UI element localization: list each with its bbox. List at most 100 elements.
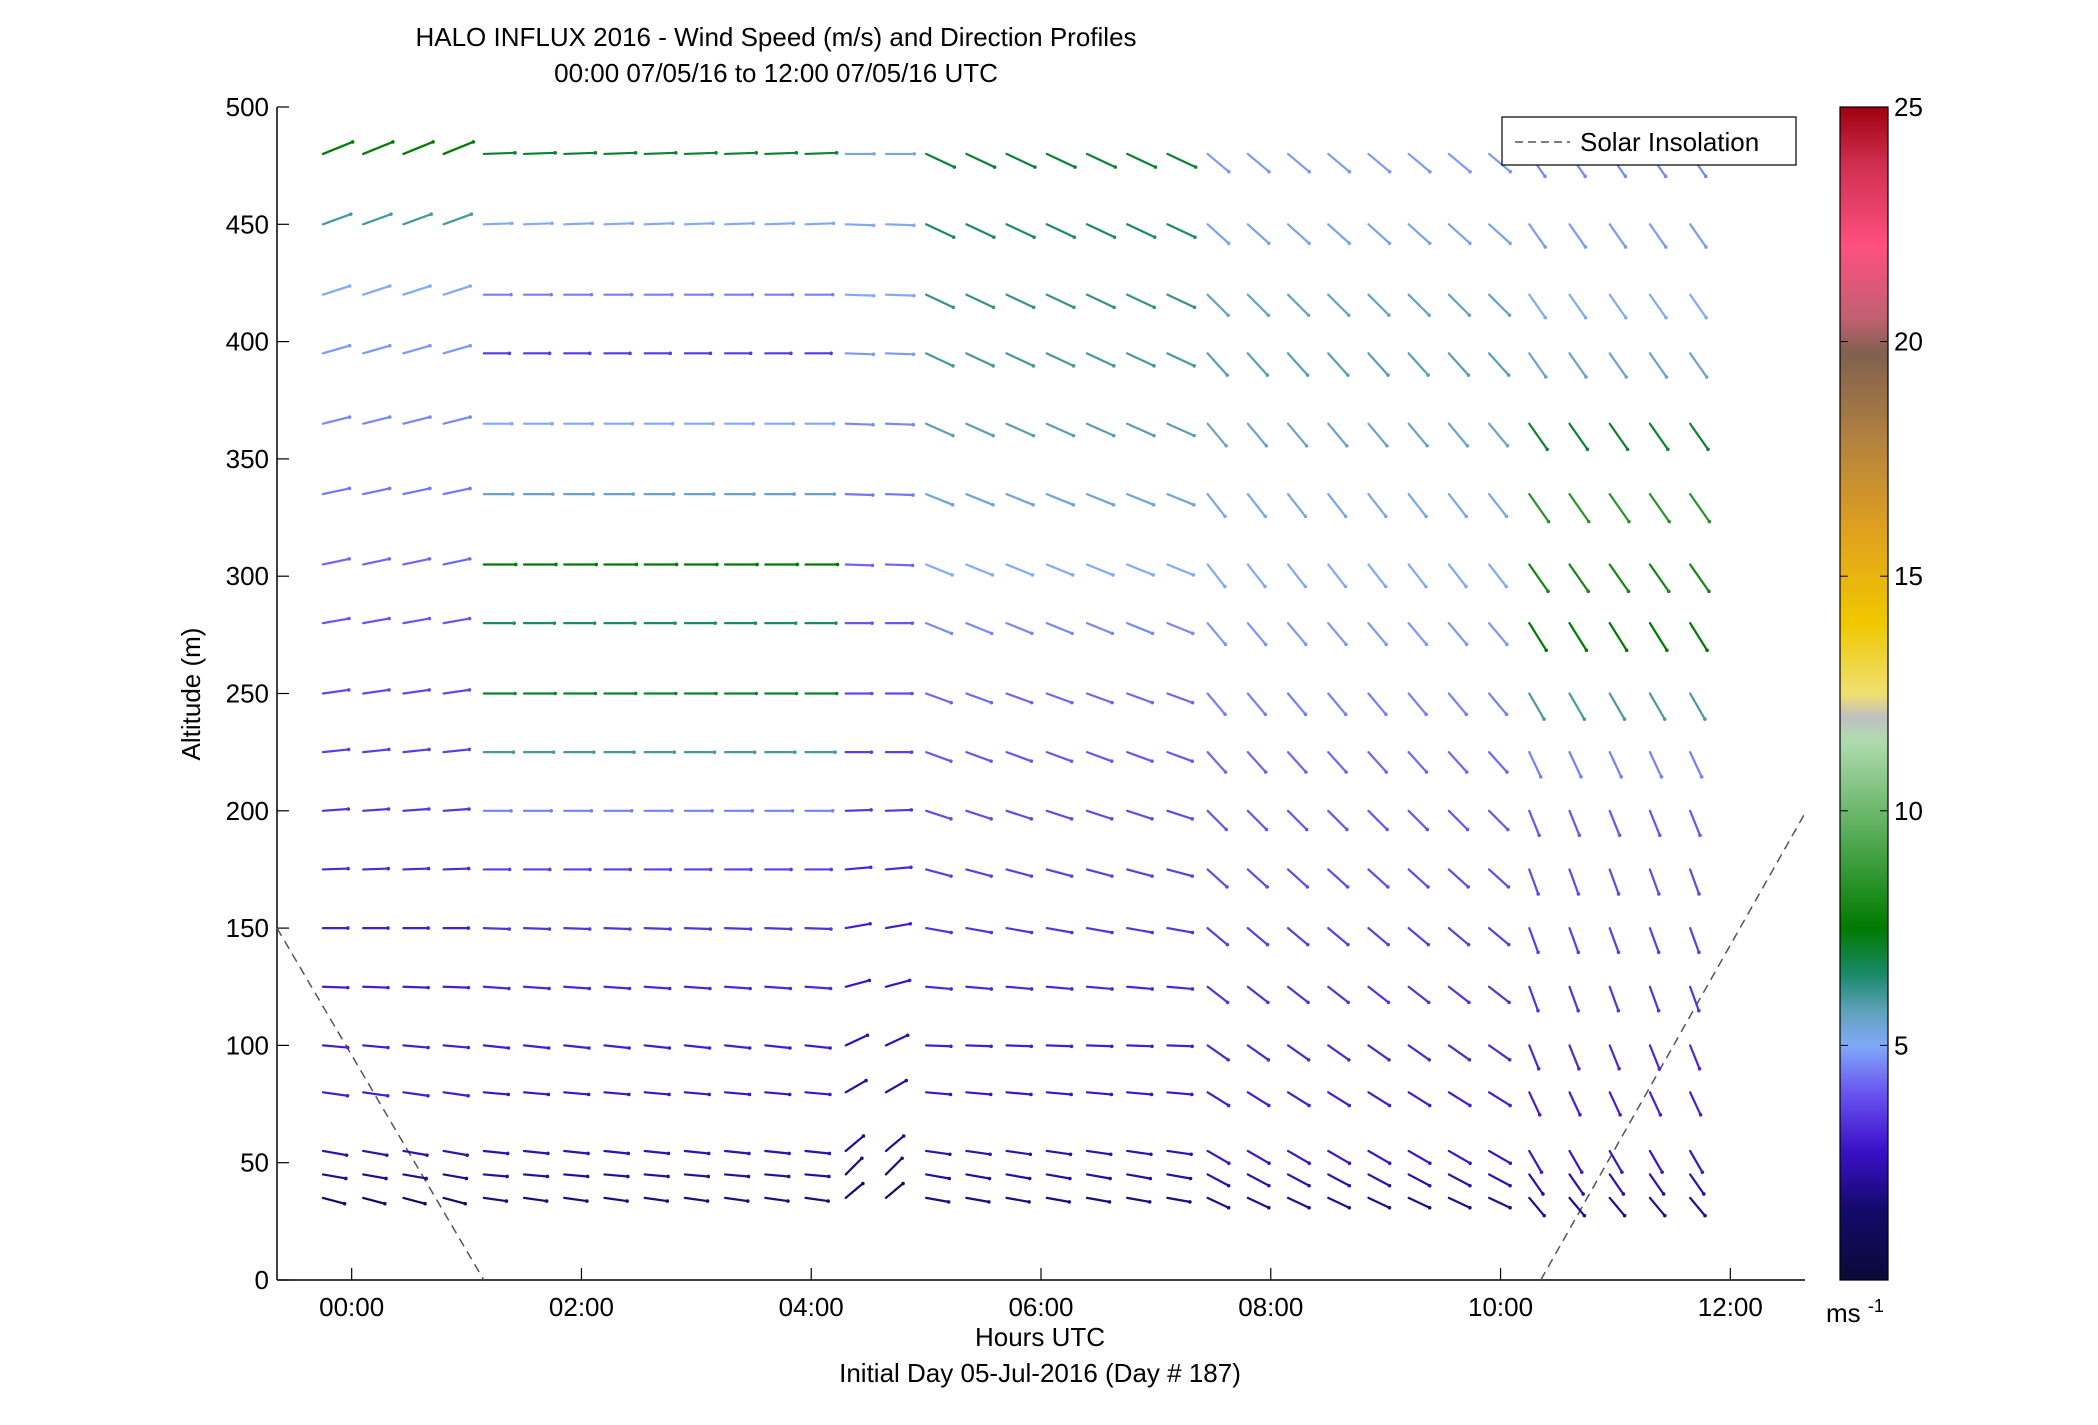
wind-vector <box>442 344 472 355</box>
wind-vector-head <box>467 688 472 692</box>
wind-vector-head <box>907 978 912 983</box>
wind-vector-head <box>864 1078 868 1083</box>
wind-vector-head <box>1031 433 1036 438</box>
wind-vector <box>1608 809 1621 837</box>
wind-vector <box>1085 152 1117 169</box>
wind-vector-head <box>554 562 558 567</box>
wind-vector-head <box>1343 712 1348 717</box>
wind-vector-head <box>466 985 471 990</box>
wind-vector-head <box>868 921 872 926</box>
wind-vector-head <box>1623 245 1628 249</box>
wind-vector-head <box>1226 1205 1231 1210</box>
wind-vector-head <box>870 493 875 497</box>
wind-vector-head <box>867 978 872 983</box>
wind-vector-head <box>1508 1103 1512 1108</box>
wind-vector-head <box>1657 892 1661 896</box>
wind-vector <box>844 492 874 497</box>
colorbar-tick-label: 20 <box>1894 327 1923 357</box>
wind-vector <box>1568 1044 1580 1070</box>
wind-vector <box>1568 751 1583 778</box>
wind-vector <box>1246 809 1268 831</box>
wind-vector <box>402 807 430 812</box>
wind-vector <box>321 1044 349 1049</box>
wind-vector <box>1206 492 1227 518</box>
wind-vector-head <box>1029 1092 1033 1097</box>
wind-vector-head <box>1193 165 1198 169</box>
wind-vector-head <box>1346 1058 1351 1062</box>
wind-vector-head <box>507 351 512 356</box>
wind-vector-head <box>1226 1183 1231 1188</box>
wind-vector-head <box>790 809 795 813</box>
wind-vector <box>1528 622 1548 652</box>
wind-vector-head <box>1464 770 1469 774</box>
wind-vector-head <box>1307 1103 1311 1108</box>
wind-vector-head <box>1428 169 1432 174</box>
wind-vector <box>683 1173 710 1178</box>
wind-vector-head <box>1506 373 1511 377</box>
wind-vector <box>1487 622 1508 646</box>
wind-vector-head <box>988 1152 992 1157</box>
wind-vector-head <box>988 1092 993 1097</box>
wind-vector-head <box>1267 1205 1271 1210</box>
wind-vector-head <box>1069 930 1074 935</box>
wind-vector-head <box>1386 885 1390 889</box>
wind-vector-head <box>551 492 555 496</box>
wind-vector <box>1568 622 1588 652</box>
wind-vector <box>563 222 594 226</box>
wind-vector-head <box>464 1176 469 1181</box>
wind-vector-head <box>989 1044 993 1049</box>
wind-vector-head <box>671 492 676 496</box>
wind-vector-head <box>870 621 874 625</box>
wind-vector-head <box>1616 1008 1621 1013</box>
wind-vector-head <box>666 1174 670 1179</box>
wind-vector-head <box>1506 942 1511 947</box>
wind-vector <box>402 487 431 496</box>
wind-vector-head <box>1303 584 1308 589</box>
wind-vector-head <box>1029 930 1034 935</box>
wind-vector <box>1085 622 1114 635</box>
wind-vector <box>442 1173 468 1180</box>
wind-vector-head <box>794 151 799 155</box>
wind-vector-head <box>1426 373 1431 377</box>
wind-vector-head <box>747 1092 752 1097</box>
wind-vector <box>804 985 832 990</box>
wind-vector <box>603 1196 629 1203</box>
wind-vector-head <box>792 492 796 496</box>
wind-vector <box>603 985 631 990</box>
wind-vector <box>1206 422 1228 447</box>
wind-vector <box>603 151 637 156</box>
wind-vector-head <box>1384 642 1389 647</box>
wind-vector-head <box>1265 942 1270 947</box>
wind-vector <box>1286 223 1311 245</box>
wind-vector <box>1045 223 1076 239</box>
wind-vector <box>925 1173 951 1180</box>
wind-vector-head <box>830 292 835 297</box>
wind-vector <box>1689 293 1708 319</box>
wind-vector-head <box>1150 700 1155 705</box>
wind-vector-head <box>989 700 994 705</box>
wind-vector-head <box>426 807 431 811</box>
wind-vector-head <box>901 1134 906 1138</box>
wind-vector-head <box>1346 1000 1351 1005</box>
wind-vector-head <box>910 691 914 696</box>
wind-vector <box>804 1091 831 1096</box>
y-tick-label: 450 <box>226 209 269 239</box>
wind-vector-head <box>588 867 592 872</box>
wind-vector-head <box>1303 642 1308 647</box>
wind-vector <box>362 1196 386 1205</box>
wind-vector <box>1166 868 1194 878</box>
wind-vector-head <box>1111 364 1116 368</box>
wind-vector <box>884 1157 904 1176</box>
wind-vector <box>1568 985 1580 1012</box>
wind-vector-head <box>1505 770 1509 774</box>
wind-vector <box>1367 1196 1391 1209</box>
wind-vector <box>925 985 953 991</box>
wind-vector <box>1126 1091 1153 1096</box>
wind-vector <box>1528 422 1549 451</box>
wind-vector-head <box>791 421 796 426</box>
wind-vector-head <box>1464 642 1469 647</box>
wind-vector <box>1045 809 1073 820</box>
wind-vector-head <box>1664 315 1668 320</box>
wind-vector-head <box>1663 245 1668 249</box>
wind-vector-head <box>1386 942 1390 947</box>
